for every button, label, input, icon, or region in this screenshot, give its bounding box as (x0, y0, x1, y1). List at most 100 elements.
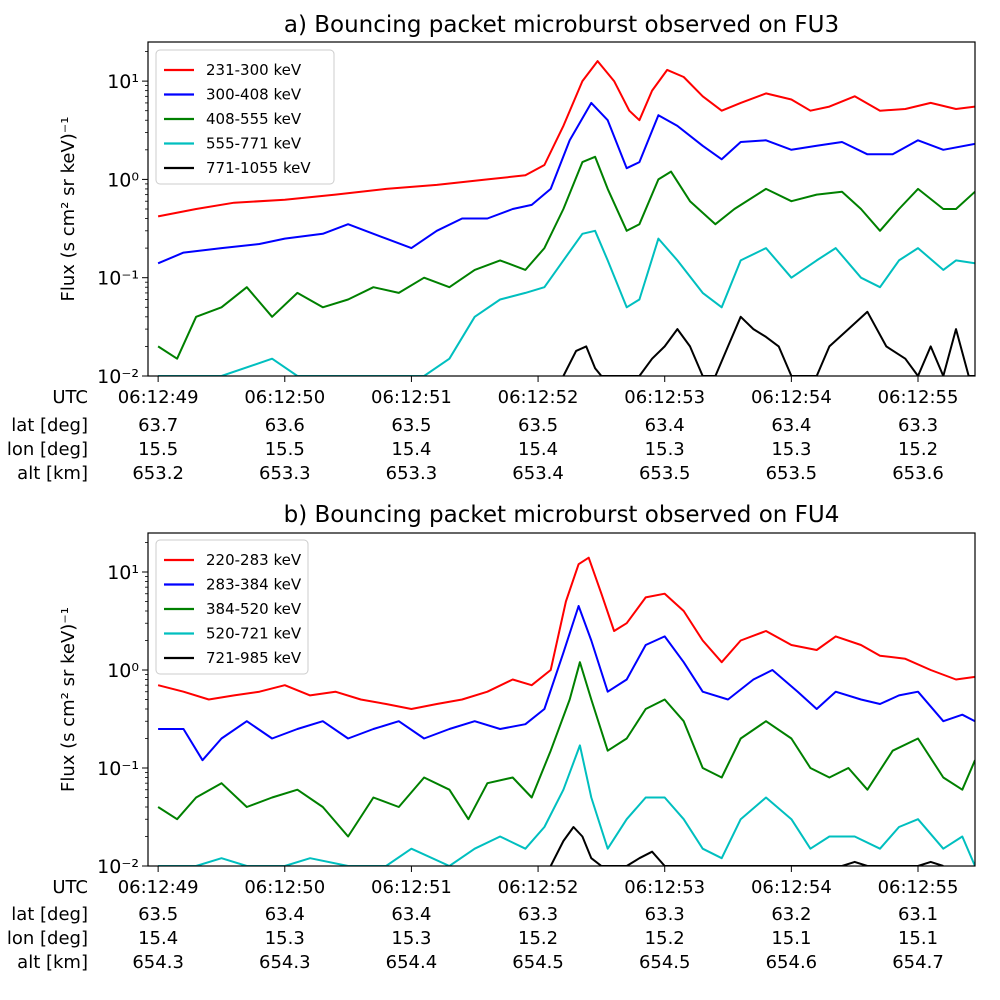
info-row-label: UTC (52, 877, 88, 898)
y-axis-label: Flux (s cm² sr keV)⁻¹ (58, 607, 79, 792)
y-tick-label: 10⁻¹ (97, 758, 139, 780)
info-cell: 654.7 (892, 952, 944, 973)
chart-panel-0: a) Bouncing packet microburst observed o… (7, 12, 976, 484)
info-cell: 63.1 (898, 904, 938, 925)
chart-title: b) Bouncing packet microburst observed o… (284, 502, 840, 528)
legend-box (155, 539, 309, 675)
legend-label: 520-721 keV (206, 625, 302, 643)
info-cell: 06:12:54 (751, 387, 832, 408)
chart-title: a) Bouncing packet microburst observed o… (284, 12, 839, 38)
info-cell: 63.3 (645, 904, 685, 925)
info-cell: 653.3 (259, 463, 311, 484)
info-cell: 15.5 (138, 439, 178, 460)
legend-label: 555-771 keV (206, 135, 302, 153)
legend-label: 300-408 keV (206, 86, 302, 104)
info-cell: 15.4 (138, 928, 178, 949)
legend-label: 231-300 keV (206, 61, 302, 79)
info-cell: 654.5 (639, 952, 691, 973)
info-cell: 63.5 (518, 415, 558, 436)
info-cell: 06:12:52 (498, 387, 579, 408)
series-line-0 (157, 556, 975, 710)
info-cell: 06:12:55 (878, 877, 959, 898)
info-cell: 63.2 (771, 904, 811, 925)
info-cell: 653.5 (766, 463, 818, 484)
info-cell: 653.6 (892, 463, 944, 484)
info-cell: 06:12:53 (624, 387, 705, 408)
y-tick-label: 10¹ (107, 71, 139, 93)
info-cell: 63.5 (138, 904, 178, 925)
info-cell: 63.4 (645, 415, 685, 436)
info-cell: 06:12:51 (371, 387, 452, 408)
info-cell: 654.3 (259, 952, 311, 973)
legend-label: 771-1055 keV (206, 159, 311, 177)
info-cell: 06:12:50 (244, 877, 325, 898)
info-row-label: alt [km] (17, 952, 88, 973)
series-line-3 (158, 744, 975, 866)
info-cell: 15.5 (265, 439, 305, 460)
info-cell: 654.3 (132, 952, 184, 973)
series-line-0 (157, 60, 975, 218)
info-cell: 06:12:53 (624, 877, 705, 898)
info-cell: 15.1 (898, 928, 938, 949)
y-tick-label: 10⁻² (97, 856, 139, 878)
info-cell: 63.7 (138, 415, 178, 436)
series-line-2 (157, 155, 975, 360)
info-cell: 63.5 (391, 415, 431, 436)
info-cell: 15.3 (771, 439, 811, 460)
info-cell: 15.4 (391, 439, 431, 460)
info-cell: 06:12:54 (751, 877, 832, 898)
series-line-2 (157, 661, 975, 838)
info-cell: 15.2 (645, 928, 685, 949)
y-axis-label: Flux (s cm² sr keV)⁻¹ (58, 116, 79, 301)
legend-label: 721-985 keV (206, 649, 302, 667)
info-cell: 653.4 (512, 463, 564, 484)
info-cell: 654.5 (512, 952, 564, 973)
info-row-label: UTC (52, 387, 88, 408)
info-cell: 15.2 (898, 439, 938, 460)
info-row-label: lon [deg] (7, 439, 88, 460)
info-cell: 06:12:49 (118, 387, 199, 408)
y-tick-label: 10⁻¹ (97, 268, 139, 290)
info-cell: 06:12:52 (498, 877, 579, 898)
y-tick-label: 10⁰ (107, 169, 139, 191)
info-cell: 653.3 (386, 463, 438, 484)
info-cell: 653.5 (639, 463, 691, 484)
series-line-1 (158, 605, 975, 762)
info-cell: 15.1 (771, 928, 811, 949)
plot-area (157, 556, 975, 866)
info-cell: 15.3 (265, 928, 305, 949)
y-tick-label: 10⁰ (107, 660, 139, 682)
info-row-label: lon [deg] (7, 928, 88, 949)
info-cell: 06:12:55 (878, 387, 959, 408)
info-row-label: lat [deg] (11, 904, 88, 925)
info-cell: 653.2 (132, 463, 184, 484)
legend-label: 384-520 keV (206, 600, 302, 618)
legend-label: 220-283 keV (206, 551, 302, 569)
info-row-label: lat [deg] (11, 415, 88, 436)
info-cell: 63.4 (391, 904, 431, 925)
chart-panel-1: b) Bouncing packet microburst observed o… (7, 502, 976, 973)
info-cell: 63.6 (265, 415, 305, 436)
series-line-3 (158, 229, 975, 376)
info-cell: 06:12:50 (244, 387, 325, 408)
info-cell: 63.3 (518, 904, 558, 925)
y-tick-label: 10¹ (107, 562, 139, 584)
legend-label: 408-555 keV (206, 110, 302, 128)
info-cell: 63.4 (265, 904, 305, 925)
plot-area (157, 60, 975, 376)
legend: 220-283 keV 283-384 keV 384-520 keV 520-721… (155, 539, 309, 675)
info-cell: 15.3 (645, 439, 685, 460)
series-line-4 (562, 310, 975, 376)
legend: 231-300 keV 300-408 keV 408-555 keV 555-771… (155, 49, 335, 185)
series-line-4 (549, 826, 944, 866)
info-cell: 63.4 (771, 415, 811, 436)
info-cell: 63.3 (898, 415, 938, 436)
info-cell: 15.4 (518, 439, 558, 460)
info-cell: 15.3 (391, 928, 431, 949)
info-cell: 654.6 (766, 952, 818, 973)
info-cell: 15.2 (518, 928, 558, 949)
legend-box (155, 49, 335, 185)
info-cell: 06:12:51 (371, 877, 452, 898)
legend-label: 283-384 keV (206, 576, 302, 594)
